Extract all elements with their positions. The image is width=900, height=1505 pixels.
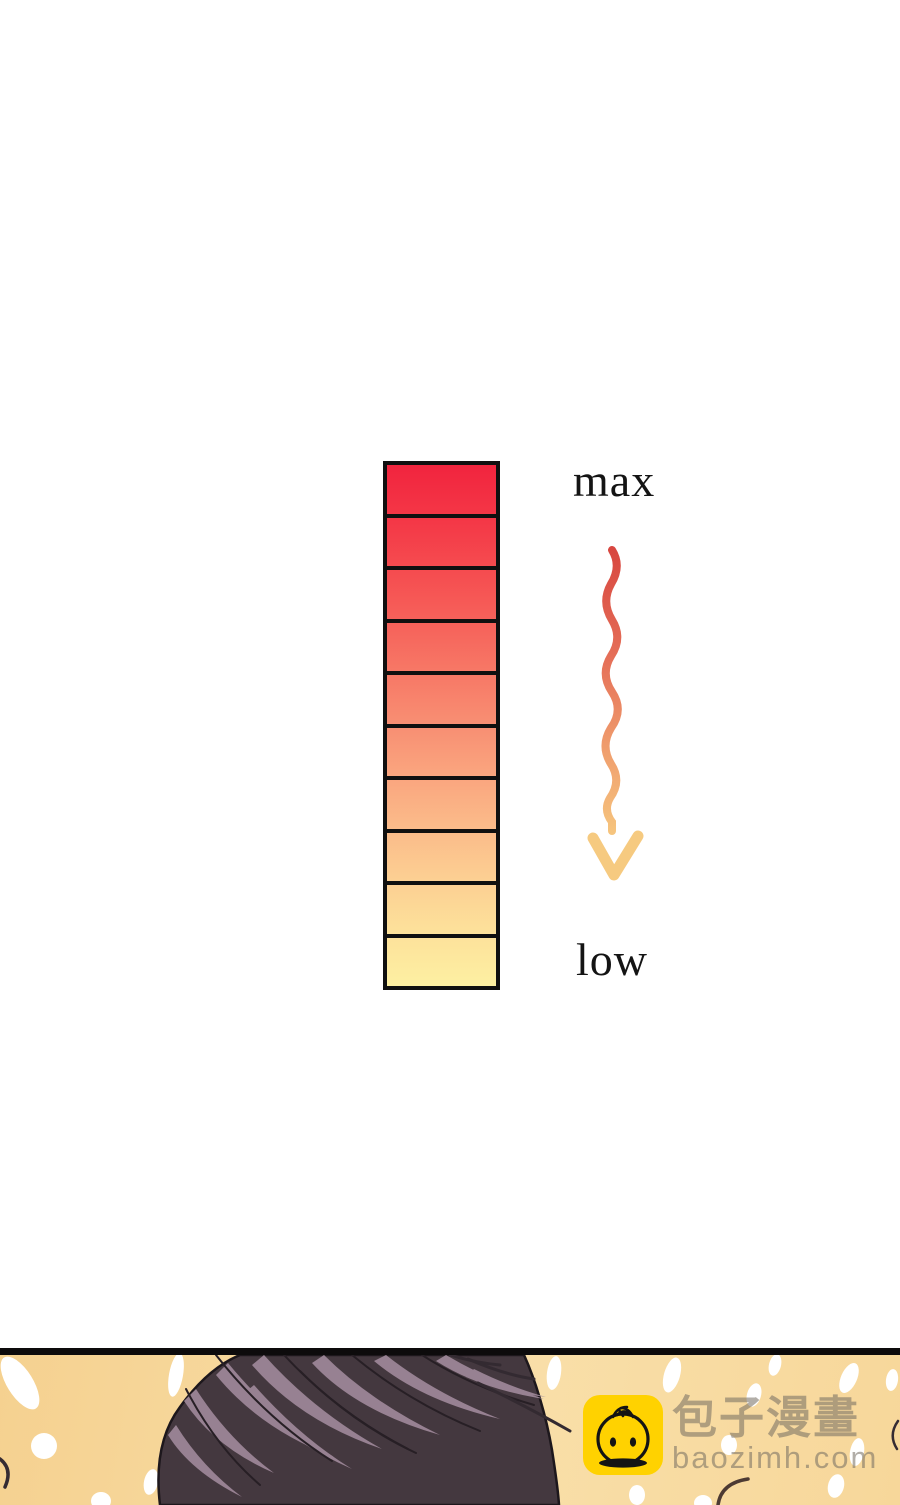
- panel-artwork: [0, 1355, 900, 1505]
- arrow-tail: [601, 546, 622, 835]
- scale-segment: [387, 933, 496, 986]
- scale-segment: [387, 776, 496, 829]
- scale-segment: [387, 828, 496, 881]
- scale-segment: [387, 566, 496, 619]
- stray-hair-curls: [0, 1419, 900, 1505]
- scale-segment: [387, 723, 496, 776]
- white-spots: [0, 1355, 899, 1505]
- scale-segment: [387, 513, 496, 566]
- watermark-site-name: 包子漫畫: [672, 1391, 861, 1444]
- scale-max-label: max: [573, 455, 656, 506]
- watermark-text: 包子漫畫 baozimh.com: [672, 1395, 878, 1473]
- scale-segment: [387, 671, 496, 724]
- hair-artwork: [157, 1355, 572, 1505]
- scale-segment: [387, 618, 496, 671]
- arrow-head: [587, 830, 644, 881]
- scale-segment: [387, 881, 496, 934]
- watermark-site-url: baozimh.com: [672, 1440, 879, 1475]
- baozi-bun-icon: [583, 1395, 663, 1475]
- scale-segment: [387, 465, 496, 514]
- wavy-down-arrow-icon: [587, 546, 644, 881]
- heat-scale-bar: [383, 461, 500, 990]
- panel-border: [0, 1348, 900, 1355]
- watermark: 包子漫畫 baozimh.com: [583, 1395, 878, 1475]
- comic-panel: 包子漫畫 baozimh.com: [0, 1355, 900, 1505]
- scale-low-label: low: [576, 934, 648, 985]
